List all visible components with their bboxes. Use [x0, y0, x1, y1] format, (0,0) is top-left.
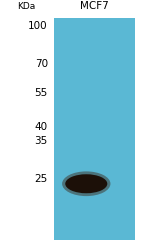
Text: 25: 25 — [35, 174, 48, 184]
Text: 70: 70 — [35, 59, 48, 69]
Ellipse shape — [62, 172, 110, 196]
Text: 100: 100 — [28, 21, 48, 31]
Text: 40: 40 — [35, 122, 48, 132]
Text: 55: 55 — [35, 88, 48, 98]
Text: MCF7: MCF7 — [80, 1, 109, 11]
Ellipse shape — [65, 174, 107, 193]
FancyBboxPatch shape — [54, 18, 135, 240]
Text: 35: 35 — [35, 136, 48, 146]
Text: KDa: KDa — [17, 2, 35, 11]
